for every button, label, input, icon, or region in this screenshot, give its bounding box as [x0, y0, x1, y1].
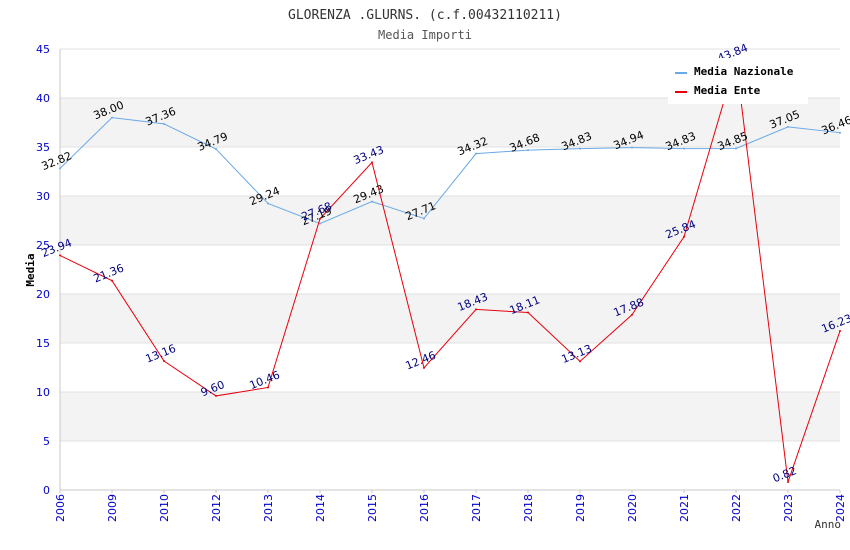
data-point-media-ente — [215, 394, 217, 397]
data-point-media-ente — [163, 360, 165, 363]
data-point-media-nazionale — [579, 147, 581, 150]
grid-band — [60, 98, 840, 147]
data-point-media-ente — [631, 313, 633, 316]
data-point-media-ente — [59, 254, 61, 257]
data-point-media-nazionale — [527, 149, 529, 152]
legend-background — [668, 58, 808, 104]
data-point-media-nazionale — [735, 147, 737, 150]
data-point-media-nazionale — [683, 147, 685, 150]
x-tick-labels: 2006 2009 2010 2012 2013 2014 2015 2016 2017 2018… — [54, 490, 847, 522]
y-tick-label: 20 — [36, 288, 50, 301]
grid-bands — [60, 98, 840, 441]
data-point-media-nazionale — [163, 122, 165, 125]
y-tick-label: 10 — [36, 386, 50, 399]
x-tick-label: 2006 — [54, 494, 67, 522]
x-tick-label: 2020 — [626, 494, 639, 522]
data-label-media-ente: 21.36 — [92, 262, 126, 286]
y-tick-label: 15 — [36, 337, 50, 350]
data-point-media-nazionale — [787, 125, 789, 128]
x-tick-label: 2024 — [834, 494, 847, 522]
data-point-media-ente — [475, 308, 477, 311]
x-tick-label: 2017 — [470, 494, 483, 522]
data-point-media-nazionale — [319, 222, 321, 225]
legend-label-media-nazionale: Media Nazionale — [694, 65, 794, 78]
grid-band — [60, 196, 840, 245]
data-label-media-ente: 12.46 — [404, 349, 438, 373]
y-tick-label: 0 — [43, 484, 50, 497]
data-point-media-ente — [371, 161, 373, 164]
data-point-media-ente — [579, 360, 581, 363]
data-point-media-nazionale — [267, 202, 269, 205]
data-point-media-ente — [267, 386, 269, 389]
data-point-media-nazionale — [631, 146, 633, 149]
x-tick-label: 2019 — [574, 494, 587, 522]
data-label-media-ente: 13.13 — [560, 342, 594, 366]
x-tick-label: 2009 — [106, 494, 119, 522]
series-line-media-ente — [59, 60, 841, 483]
x-tick-label: 2013 — [262, 494, 275, 522]
legend: Media Nazionale Media Ente — [668, 58, 808, 104]
data-point-media-nazionale — [215, 148, 217, 151]
x-tick-label: 2014 — [314, 494, 327, 522]
y-tick-label: 35 — [36, 141, 50, 154]
y-tick-labels: 0 5 10 15 20 25 30 35 40 45 — [36, 43, 50, 497]
y-tick-label: 5 — [43, 435, 50, 448]
x-tick-label: 2021 — [678, 494, 691, 522]
data-point-media-nazionale — [423, 217, 425, 220]
series-lines — [59, 59, 841, 483]
data-point-media-ente — [423, 366, 425, 369]
x-tick-label: 2022 — [730, 494, 743, 522]
y-tick-label: 45 — [36, 43, 50, 56]
data-point-media-nazionale — [475, 152, 477, 155]
data-point-media-nazionale — [59, 167, 61, 170]
data-point-media-ente — [683, 235, 685, 238]
grid-band — [60, 392, 840, 441]
y-tick-label: 40 — [36, 92, 50, 105]
data-point-media-ente — [839, 329, 841, 332]
data-label-media-ente: 13.16 — [144, 342, 178, 366]
axes — [59, 49, 840, 491]
x-tick-label: 2018 — [522, 494, 535, 522]
y-tick-label: 30 — [36, 190, 50, 203]
x-axis-label: Anno — [815, 518, 842, 531]
chart-subtitle: Media Importi — [378, 28, 472, 42]
x-tick-label: 2015 — [366, 494, 379, 522]
data-point-media-nazionale — [371, 200, 373, 203]
x-tick-label: 2012 — [210, 494, 223, 522]
data-label-media-ente: 0.82 — [771, 464, 799, 485]
data-point-media-ente — [319, 217, 321, 220]
legend-label-media-ente: Media Ente — [694, 84, 761, 97]
y-tick-label: 25 — [36, 239, 50, 252]
y-axis-label: Media — [24, 253, 37, 286]
x-tick-label: 2010 — [158, 494, 171, 522]
data-point-media-ente — [787, 480, 789, 483]
data-point-media-nazionale — [839, 131, 841, 134]
data-point-media-ente — [111, 279, 113, 282]
grid-band — [60, 294, 840, 343]
data-point-media-ente — [527, 311, 529, 314]
x-tick-label: 2023 — [782, 494, 795, 522]
data-point-media-nazionale — [111, 116, 113, 119]
chart-title: GLORENZA .GLURNS. (c.f.00432110211) — [288, 8, 562, 23]
data-label-media-ente: 10.46 — [248, 368, 282, 392]
x-tick-label: 2016 — [418, 494, 431, 522]
